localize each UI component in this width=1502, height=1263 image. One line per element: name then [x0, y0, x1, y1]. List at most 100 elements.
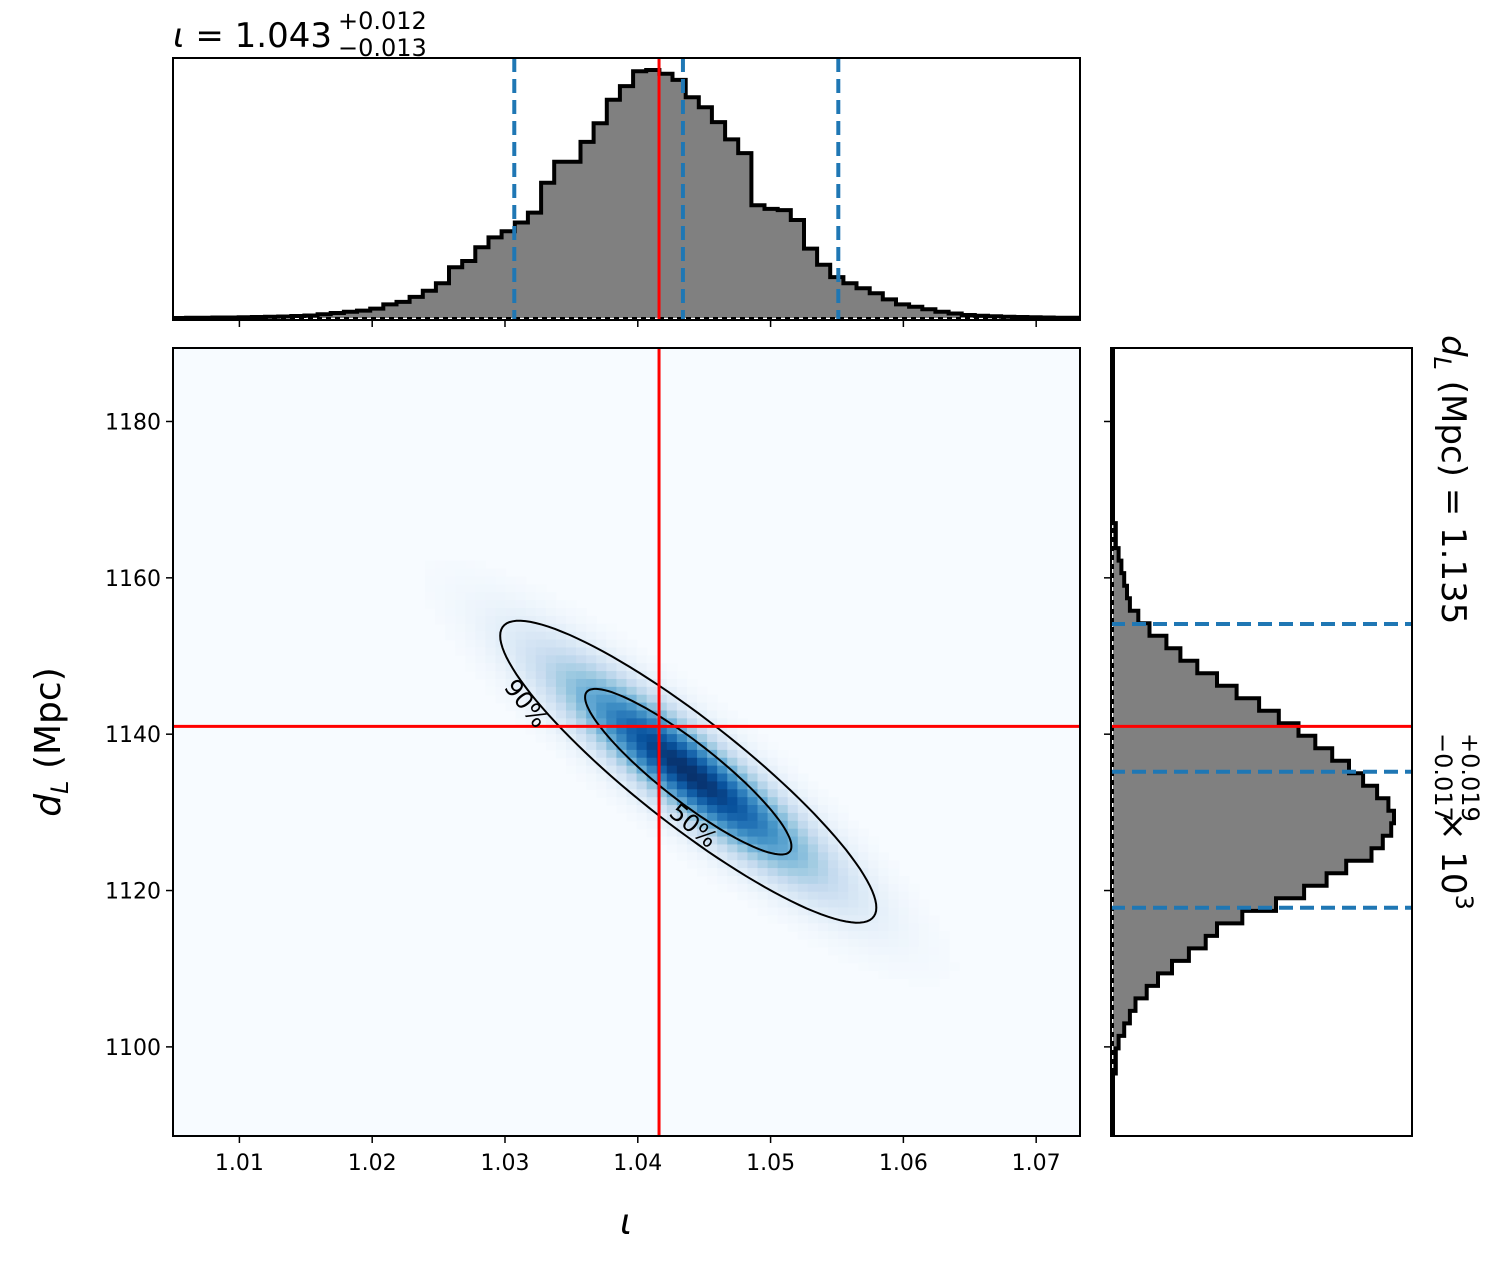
- heatmap-cell: [868, 923, 880, 932]
- heatmap-cell: [747, 781, 759, 790]
- heatmap-cell: [727, 844, 738, 853]
- heatmap-cell: [858, 954, 869, 964]
- heatmap-cell: [717, 718, 728, 727]
- heatmap-cell: [777, 812, 789, 822]
- heatmap-cell: [787, 765, 799, 775]
- heatmap-cell: [586, 647, 597, 656]
- heatmap-cell: [505, 663, 517, 672]
- heatmap-cell: [566, 694, 577, 704]
- heatmap-cell: [586, 765, 597, 775]
- heatmap-cell: [807, 797, 819, 806]
- x-axis-label: ι: [620, 1202, 632, 1243]
- heatmap-cell: [686, 710, 698, 719]
- heatmap-cell: [475, 655, 487, 664]
- dL-title-plus: +0.019: [1456, 733, 1484, 822]
- x-tick-label: 1.05: [746, 1151, 795, 1176]
- heatmap-cell: [596, 742, 607, 751]
- heatmap-cell: [757, 781, 769, 790]
- dL-title-minus: −0.017: [1429, 733, 1457, 822]
- heatmap-cell: [828, 812, 839, 822]
- heatmap-cell: [697, 765, 708, 775]
- heatmap-cell: [515, 592, 527, 601]
- heatmap-cell: [737, 742, 749, 751]
- heatmap-cell: [666, 678, 678, 688]
- heatmap-cell: [787, 844, 799, 853]
- heatmap-cell: [606, 757, 618, 767]
- heatmap-cell: [787, 781, 799, 790]
- heatmap-cell: [878, 883, 890, 893]
- heatmap-cell: [656, 678, 668, 688]
- heatmap-cell: [888, 931, 900, 940]
- heatmap-cell: [606, 734, 618, 743]
- heatmap-cell: [646, 678, 658, 688]
- heatmap-cell: [475, 560, 487, 570]
- heatmap-cell: [515, 671, 527, 680]
- heatmap-cell: [616, 789, 628, 798]
- heatmap-cell: [717, 883, 728, 893]
- heatmap-cell: [757, 749, 769, 759]
- heatmap-cell: [686, 726, 698, 735]
- heatmap-cell: [555, 600, 567, 609]
- heatmap-cell: [757, 757, 769, 767]
- heatmap-cell: [596, 726, 607, 735]
- heatmap-cell: [727, 883, 738, 893]
- heatmap-cell: [666, 773, 678, 782]
- heatmap-cell: [475, 671, 487, 680]
- iota-title: ι = 1.043: [173, 16, 332, 56]
- x-tick-label: 1.07: [1012, 1151, 1061, 1176]
- heatmap-cell: [727, 742, 738, 751]
- heatmap-cell: [606, 718, 618, 727]
- heatmap-cell: [646, 757, 658, 767]
- heatmap-cell: [727, 749, 738, 759]
- heatmap-cell: [606, 663, 618, 672]
- heatmap-cell: [817, 805, 829, 814]
- heatmap-cell: [737, 757, 749, 767]
- heatmap-cell: [596, 702, 607, 712]
- heatmap-cell: [757, 812, 769, 822]
- heatmap-cell: [686, 718, 698, 727]
- heatmap-cell: [707, 805, 718, 814]
- heatmap-cell: [576, 631, 587, 641]
- heatmap-cell: [898, 931, 910, 940]
- heatmap-cell: [596, 765, 607, 775]
- heatmap-cell: [928, 970, 940, 979]
- heatmap-cell: [686, 686, 698, 696]
- x-tick-label: 1.02: [348, 1151, 397, 1176]
- heatmap-cell: [424, 568, 436, 578]
- heatmap-cell: [545, 639, 557, 649]
- heatmap-cell: [797, 883, 809, 893]
- heatmap-cell: [666, 742, 678, 751]
- heatmap-cell: [545, 615, 557, 625]
- heatmap-cell: [858, 931, 869, 940]
- heatmap-cell: [576, 671, 587, 680]
- heatmap-cell: [737, 797, 749, 806]
- heatmap-cell: [465, 568, 476, 578]
- heatmap-cell: [606, 639, 618, 649]
- heatmap-cell: [455, 623, 466, 633]
- heatmap-cell: [828, 899, 839, 909]
- heatmap-cell: [555, 655, 567, 664]
- heatmap-cell: [858, 939, 869, 948]
- heatmap-cell: [807, 915, 819, 924]
- heatmap-cell: [616, 702, 628, 712]
- heatmap-cell: [515, 710, 527, 719]
- heatmap-cell: [868, 907, 880, 916]
- heatmap-cell: [596, 757, 607, 767]
- heatmap-cell: [767, 915, 779, 924]
- heatmap-cell: [717, 789, 728, 798]
- dL-histogram-panel: dL (Mpc) = 1.135 +0.019 −0.017 × 103: [1104, 335, 1484, 1137]
- heatmap-cell: [838, 844, 849, 853]
- heatmap-cell: [515, 694, 527, 704]
- heatmap-cell: [576, 718, 587, 727]
- heatmap-cell: [465, 655, 476, 664]
- iota-histogram-panel: ι = 1.043 +0.012 −0.013: [172, 7, 1081, 327]
- heatmap-cell: [697, 749, 708, 759]
- heatmap-cell: [676, 797, 688, 806]
- heatmap-cell: [747, 797, 759, 806]
- heatmap-cell: [636, 734, 648, 743]
- heatmap-cell: [787, 773, 799, 782]
- heatmap-cell: [636, 710, 648, 719]
- heatmap-cell: [717, 812, 728, 822]
- heatmap-cell: [535, 678, 547, 688]
